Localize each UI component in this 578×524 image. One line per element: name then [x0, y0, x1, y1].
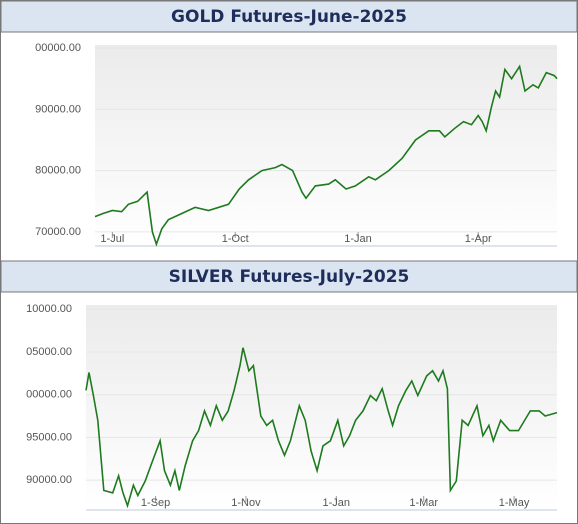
y-tick-label: 95000.00	[26, 431, 72, 443]
chart-title: SILVER Futures-July-2025	[169, 267, 410, 287]
y-tick-label: 90000.00	[35, 103, 81, 115]
y-tick-label: 90000.00	[26, 474, 72, 486]
title-bar	[0, 260, 578, 293]
x-tick-label: 1-Apr	[465, 233, 492, 245]
plot-area	[95, 45, 557, 246]
x-tick-label: 1-Jan	[323, 497, 351, 509]
x-tick-label: 1-Jul	[100, 233, 124, 245]
price-line	[94, 64, 558, 247]
y-tick-label: 00000.00	[35, 42, 81, 54]
price-line	[85, 347, 558, 509]
x-tick-label: 1-Oct	[222, 233, 249, 245]
y-tick-label: 10000.00	[26, 303, 72, 315]
y-tick-label: 05000.00	[26, 346, 72, 358]
title-bar	[0, 0, 578, 33]
chart-title: GOLD Futures-June-2025	[171, 7, 407, 27]
plot-area	[86, 305, 557, 510]
x-tick-label: 1-Mar	[409, 497, 438, 509]
y-tick-label: 00000.00	[26, 389, 72, 401]
x-tick-label: 1-Jan	[344, 233, 372, 245]
y-tick-label: 70000.00	[35, 226, 81, 238]
x-tick-label: 1-May	[499, 497, 530, 509]
x-tick-label: 1-Nov	[231, 497, 261, 509]
x-tick-label: 1-Sep	[141, 497, 170, 509]
y-tick-label: 80000.00	[35, 165, 81, 177]
